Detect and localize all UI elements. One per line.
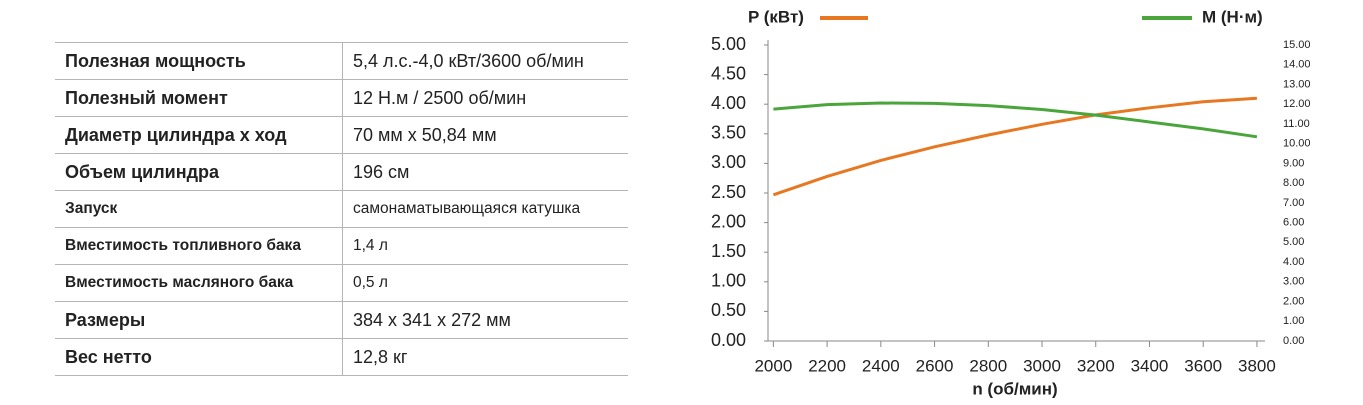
spec-value: самонаматывающаяся катушка bbox=[342, 190, 628, 228]
spec-value: 5,4 л.с.-4,0 кВт/3600 об/мин bbox=[342, 42, 628, 80]
x-tick-label: 2000 bbox=[754, 356, 792, 375]
spec-row: Полезная мощность 5,4 л.с.-4,0 кВт/3600 о… bbox=[55, 42, 628, 80]
legend-label: M (Н·м) bbox=[1202, 7, 1263, 26]
y2-tick-label: 10.00 bbox=[1283, 138, 1311, 150]
y-tick-label: 4.50 bbox=[711, 63, 746, 83]
x-tick-label: 2400 bbox=[862, 356, 900, 375]
legend-label: P (кВт) bbox=[748, 7, 804, 26]
x-tick-label: 2600 bbox=[916, 356, 954, 375]
x-axis-label: n (об/мин) bbox=[972, 379, 1057, 398]
spec-row: Вместимость масляного бака 0,5 л bbox=[55, 264, 628, 302]
y-tick-label: 3.00 bbox=[711, 152, 746, 172]
y2-tick-label: 4.00 bbox=[1283, 256, 1304, 268]
series-line bbox=[773, 101, 1258, 139]
spec-value: 12 Н.м / 2500 об/мин bbox=[342, 79, 628, 117]
x-tick-label: 3400 bbox=[1131, 356, 1169, 375]
y2-tick-label: 0.00 bbox=[1283, 335, 1304, 347]
x-tick-label: 3800 bbox=[1238, 356, 1276, 375]
y2-tick-label: 5.00 bbox=[1283, 236, 1304, 248]
x-tick-label: 2200 bbox=[808, 356, 846, 375]
spec-row: Размеры 384 х 341 х 272 мм bbox=[55, 301, 628, 339]
x-tick-label: 3600 bbox=[1184, 356, 1222, 375]
spec-row: Вес нетто 12,8 кг bbox=[55, 338, 628, 376]
y-tick-label: 0.00 bbox=[711, 330, 746, 350]
spec-label: Объем цилиндра bbox=[55, 153, 343, 191]
y2-tick-label: 2.00 bbox=[1283, 295, 1304, 307]
y-tick-label: 1.00 bbox=[711, 271, 746, 291]
y-tick-label: 3.50 bbox=[711, 123, 746, 143]
spec-label: Вес нетто bbox=[55, 338, 343, 376]
spec-value: 70 мм х 50,84 мм bbox=[342, 116, 628, 154]
y2-tick-label: 7.00 bbox=[1283, 197, 1304, 209]
y2-tick-label: 9.00 bbox=[1283, 157, 1304, 169]
y2-tick-label: 8.00 bbox=[1283, 177, 1304, 189]
spec-label: Вместимость масляного бака bbox=[55, 264, 343, 302]
spec-value: 12,8 кг bbox=[342, 338, 628, 376]
y-tick-label: 4.00 bbox=[711, 93, 746, 113]
y2-tick-label: 12.00 bbox=[1283, 98, 1311, 110]
y2-tick-label: 6.00 bbox=[1283, 217, 1304, 229]
y2-tick-label: 14.00 bbox=[1283, 59, 1311, 71]
spec-row: Полезный момент 12 Н.м / 2500 об/мин bbox=[55, 79, 628, 117]
spec-label: Размеры bbox=[55, 301, 343, 339]
spec-row: Объем цилиндра 196 см bbox=[55, 153, 628, 191]
spec-label: Полезный момент bbox=[55, 79, 343, 117]
y-tick-label: 1.50 bbox=[711, 241, 746, 261]
y-tick-label: 2.00 bbox=[711, 211, 746, 231]
y2-tick-label: 3.00 bbox=[1283, 276, 1304, 288]
y2-tick-label: 1.00 bbox=[1283, 315, 1304, 327]
x-tick-label: 2800 bbox=[969, 356, 1007, 375]
x-tick-label: 3200 bbox=[1077, 356, 1115, 375]
y2-tick-label: 11.00 bbox=[1283, 118, 1310, 130]
y-tick-label: 5.00 bbox=[711, 34, 746, 54]
series-line bbox=[772, 96, 1257, 197]
spec-label: Полезная мощность bbox=[55, 42, 343, 80]
spec-row: Вместимость топливного бака 1,4 л bbox=[55, 227, 628, 265]
y2-tick-label: 13.00 bbox=[1283, 78, 1311, 90]
spec-table: Полезная мощность 5,4 л.с.-4,0 кВт/3600 о… bbox=[55, 42, 628, 376]
y2-tick-label: 15.00 bbox=[1283, 39, 1311, 51]
spec-label: Вместимость топливного бака bbox=[55, 227, 343, 265]
y-tick-label: 2.50 bbox=[711, 182, 746, 202]
x-tick-label: 3000 bbox=[1023, 356, 1061, 375]
y-tick-label: 0.50 bbox=[711, 300, 746, 320]
